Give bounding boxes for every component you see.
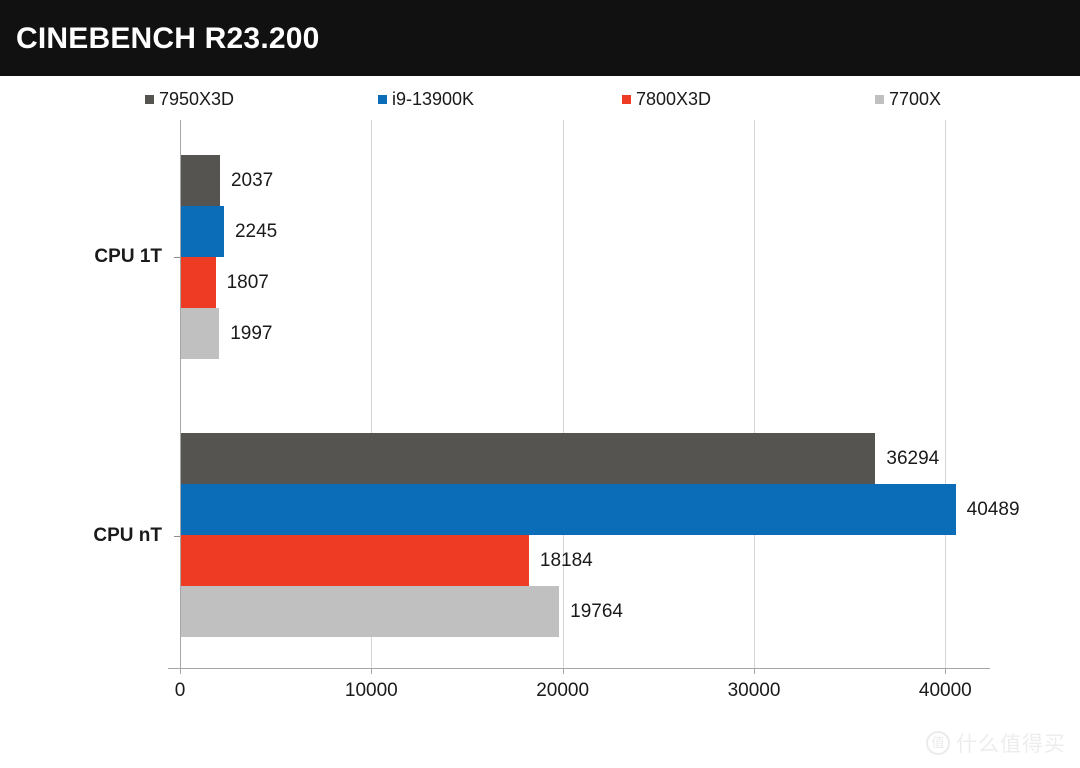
x-axis-tick-label: 30000 — [727, 680, 781, 701]
page-title: CINEBENCH R23.200 — [16, 22, 320, 55]
legend-item-label: 7800X3D — [636, 89, 712, 109]
bar-value-label: 36294 — [886, 447, 940, 469]
legend-item-i9-13900k[interactable]: i9-13900K — [378, 86, 474, 112]
bar-7950x3d-cpu-nt[interactable] — [181, 433, 876, 484]
legend-item-label: 7700X — [889, 89, 942, 109]
legend-swatch-icon — [875, 94, 884, 104]
bar-value-label: 40489 — [966, 498, 1020, 520]
x-axis-tick-label: 40000 — [918, 680, 972, 701]
x-axis-tick-mark — [371, 668, 373, 674]
category-label-cpu-nt: CPU nT — [93, 525, 162, 546]
gridline — [562, 120, 564, 668]
gridline — [945, 120, 947, 668]
y-axis-line — [180, 120, 181, 668]
legend-item-label: 7950X3D — [159, 89, 235, 109]
chart-legend: 7950X3D i9-13900K 7800X3D 7700X — [0, 86, 1080, 112]
legend-swatch-icon — [378, 94, 387, 104]
legend-item-7700x[interactable]: 7700X — [875, 86, 941, 112]
x-axis-line — [168, 668, 990, 669]
bar-7950x3d-cpu-1t[interactable] — [181, 155, 220, 206]
bar-value-label: 19764 — [570, 600, 623, 622]
bar-i9-13900k-cpu-1t[interactable] — [181, 206, 224, 257]
gridline — [753, 120, 755, 668]
watermark-logo-icon: 值 — [926, 731, 950, 755]
bar-7700x-cpu-1t[interactable] — [181, 308, 220, 359]
legend-item-7950x3d[interactable]: 7950X3D — [145, 86, 234, 112]
bar-value-label: 2037 — [230, 169, 274, 191]
bar-value-label: 2245 — [234, 220, 278, 242]
x-axis-tick-mark — [562, 668, 564, 674]
legend-swatch-icon — [622, 94, 631, 104]
bar-7800x3d-cpu-1t[interactable] — [181, 257, 216, 308]
y-axis-tick-mark — [174, 536, 180, 537]
bar-value-label: 18184 — [539, 549, 593, 571]
x-axis-tick-mark — [180, 668, 181, 674]
legend-item-label: i9-13900K — [392, 89, 475, 109]
bar-7700x-cpu-nt[interactable] — [181, 586, 560, 637]
x-axis-tick-label: 20000 — [536, 680, 590, 701]
bar-7800x3d-cpu-nt[interactable] — [181, 535, 529, 586]
watermark: 值 什么值得买 — [926, 728, 1066, 758]
x-axis-tick-mark — [945, 668, 947, 674]
x-axis-tick-label: 10000 — [344, 680, 398, 701]
bar-value-label: 1807 — [226, 271, 269, 293]
chart-header-bar: CINEBENCH R23.200 — [0, 0, 1080, 76]
plot-area: 0 10000 20000 30000 40000 2037 2245 1807 1997 362… — [168, 120, 1020, 701]
gridline — [371, 120, 373, 668]
legend-swatch-icon — [145, 94, 154, 104]
category-label-cpu-1t: CPU 1T — [94, 246, 162, 267]
x-axis-tick-mark — [753, 668, 755, 674]
bar-i9-13900k-cpu-nt[interactable] — [181, 484, 956, 535]
x-axis-tick-label: 0 — [174, 680, 186, 701]
y-axis-tick-mark — [174, 257, 180, 258]
legend-item-7800x3d[interactable]: 7800X3D — [622, 86, 711, 112]
bar-value-label: 1997 — [230, 322, 273, 344]
watermark-text: 什么值得买 — [956, 733, 1066, 756]
